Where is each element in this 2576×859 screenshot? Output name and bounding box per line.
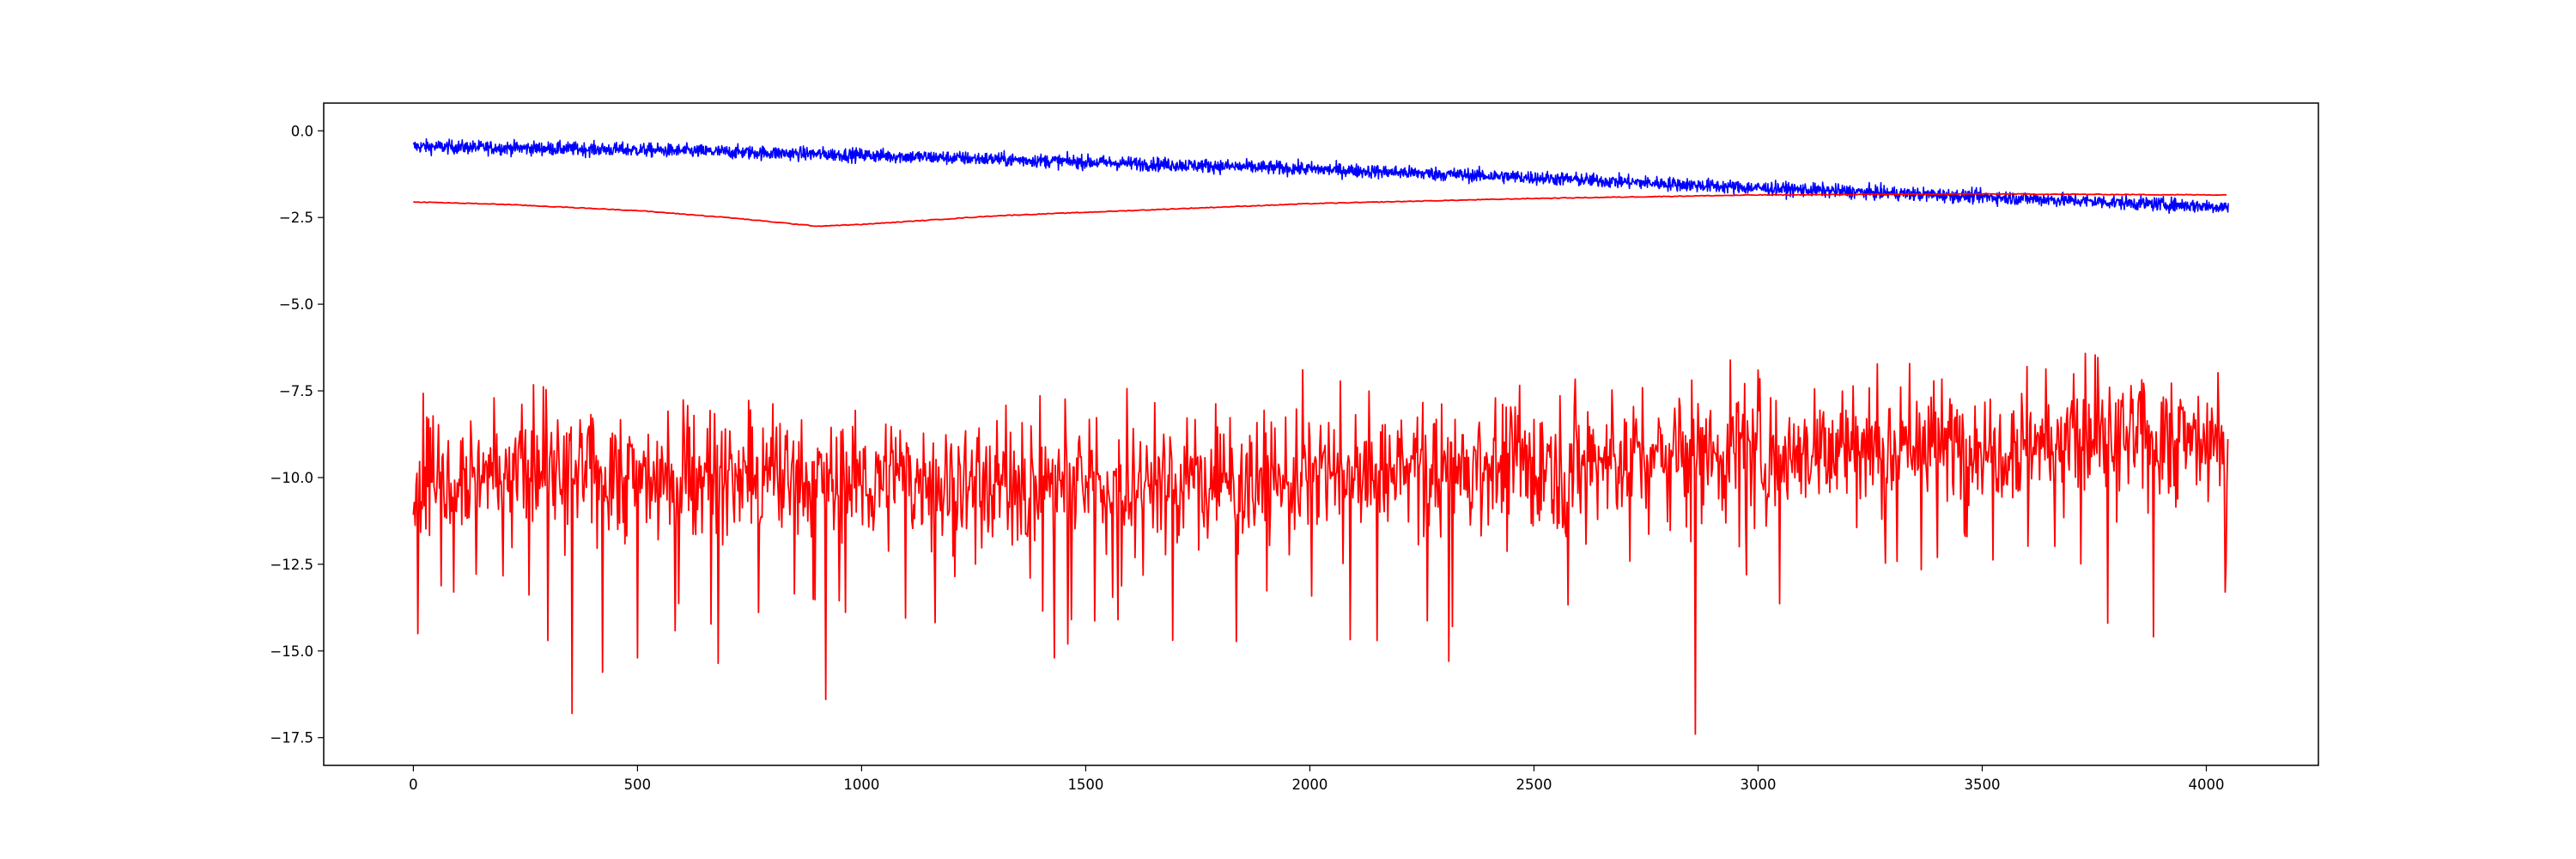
y-axis: 0.0 −2.5 −5.0 −7.5 −10.0 −12.5 −15.0 −17.5: [270, 123, 324, 746]
y-tick-label: −10.0: [270, 470, 313, 486]
series-line-1-smooth: [413, 192, 2227, 228]
x-tick-label: 1500: [1067, 777, 1103, 793]
x-tick-label: 0: [409, 777, 418, 793]
plot-frame: [323, 102, 2319, 766]
x-tick-label: 2000: [1291, 777, 1327, 793]
series-line-0-noisy: [412, 137, 2229, 215]
y-tick-label: −2.5: [279, 210, 313, 226]
x-tick-label: 4000: [2188, 777, 2224, 793]
y-tick-label: −17.5: [270, 730, 313, 746]
series-layer: [412, 137, 2229, 735]
x-tick-label: 1000: [843, 777, 879, 793]
x-axis: 0 500 1000 1500 2000 2500 3000 3500 4000: [409, 765, 2224, 793]
y-tick-label: −12.5: [270, 557, 313, 573]
y-tick-label: −15.0: [270, 643, 313, 660]
series-line-2-spiky: [412, 352, 2229, 735]
y-tick-label: −7.5: [279, 383, 313, 399]
x-tick-label: 2500: [1516, 777, 1552, 793]
x-tick-label: 3500: [1964, 777, 2000, 793]
x-tick-label: 3000: [1740, 777, 1776, 793]
y-tick-label: −5.0: [279, 296, 313, 313]
x-tick-label: 500: [624, 777, 652, 793]
y-tick-label: 0.0: [291, 123, 313, 139]
